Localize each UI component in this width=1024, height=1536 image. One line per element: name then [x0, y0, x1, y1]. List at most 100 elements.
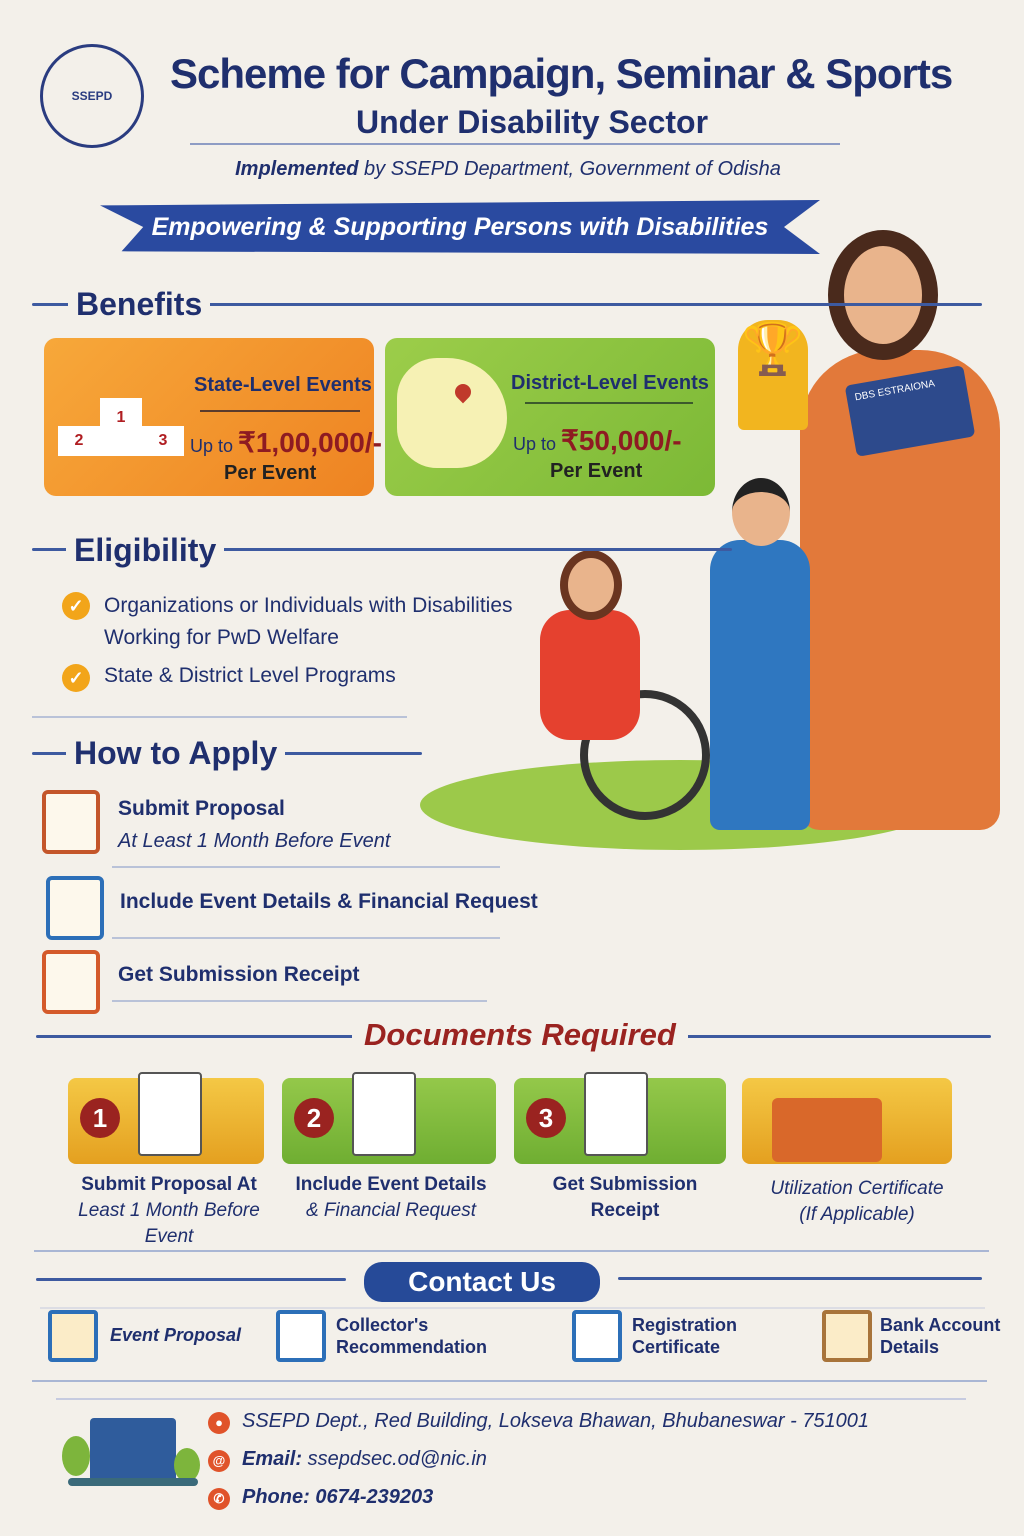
document-pen-icon: [46, 876, 104, 940]
label-line2: (If Applicable): [799, 1204, 915, 1225]
document-label: Get Submission Receipt: [520, 1172, 730, 1224]
id-card-text: DBS ESTRAIONA: [853, 378, 936, 404]
podium-3: 3: [142, 426, 184, 456]
divider: [112, 1000, 487, 1002]
divider: [56, 1398, 966, 1400]
contact-item: Registration Certificate: [632, 1315, 738, 1357]
divider: [36, 1278, 346, 1281]
divider: [32, 303, 982, 306]
how-to-apply-heading: How to Apply: [66, 735, 286, 772]
label-line1: Utilization Certificate: [770, 1178, 944, 1199]
label-line2: & Financial Request: [305, 1200, 477, 1221]
document-item-4: [742, 1078, 952, 1164]
benefit-card-state: 2 1 3 State-Level Events Up to ₹1,00,000…: [44, 338, 382, 496]
tree-icon: [174, 1448, 200, 1482]
eligibility-heading: Eligibility: [66, 532, 225, 569]
email: Email: ssepdsec.od@nic.in: [242, 1448, 487, 1471]
phone-number[interactable]: 0674-239203: [315, 1486, 434, 1508]
amount-value: ₹50,000/-: [561, 425, 682, 456]
divider: [32, 716, 407, 718]
receipt-icon: [42, 950, 100, 1014]
amount-value: ₹1,00,000/-: [238, 427, 382, 458]
email-label: Email:: [242, 1448, 303, 1470]
documents-heading: Documents Required: [352, 1017, 688, 1053]
divider: [34, 1250, 989, 1252]
number-badge: 2: [294, 1098, 334, 1138]
contact-heading: Contact Us: [364, 1262, 600, 1302]
benefits-heading: Benefits: [68, 286, 211, 323]
email-link[interactable]: ssepdsec.od@nic.in: [307, 1448, 487, 1470]
page-subtitle: Under Disability Sector: [355, 104, 709, 140]
implemented-rest: by SSEPD Department, Government of Odish…: [358, 158, 781, 180]
receipt-icon: [584, 1072, 648, 1156]
document-item-2: 2: [282, 1072, 496, 1164]
collector-recommendation-icon: [276, 1310, 326, 1362]
logo-seal: SSEPD: [40, 44, 144, 148]
email-icon: @: [208, 1450, 230, 1472]
check-icon: ✓: [62, 664, 90, 692]
contact-item: Bank Account Details: [880, 1315, 1001, 1357]
benefit-card-district: District-Level Events Up to ₹50,000/- Pe…: [385, 338, 715, 496]
eligibility-item: State & District Level Programs: [104, 664, 396, 687]
divider: [200, 410, 360, 412]
per-event: Per Event: [550, 460, 643, 482]
woman-head: [828, 230, 938, 360]
wheelchair-icon: [580, 690, 710, 820]
step-title: Submit Proposal: [118, 797, 285, 820]
podium-2: 2: [58, 426, 100, 456]
step-title: Include Event Details & Financial Reques…: [120, 890, 538, 913]
divider: [32, 1380, 987, 1382]
man-head: [732, 478, 790, 546]
divider: [32, 548, 732, 551]
contact-item: Event Proposal: [110, 1325, 242, 1345]
divider: [190, 143, 840, 145]
label-line1: Submit Proposal At: [81, 1174, 257, 1195]
girl-head: [560, 550, 622, 620]
page-title: Scheme for Campaign, Seminar & Sports: [170, 50, 953, 97]
podium-1: 1: [100, 398, 142, 456]
clipboard-icon: [42, 790, 100, 854]
upto-label: Up to: [190, 436, 239, 456]
per-event: Per Event: [224, 462, 317, 484]
building-icon: [90, 1418, 176, 1482]
document-icon: [352, 1072, 416, 1156]
upto-label: Up to: [513, 434, 562, 454]
check-icon: ✓: [62, 592, 90, 620]
label-line1: Include Event Details: [295, 1174, 487, 1195]
phone-label: Phone:: [242, 1486, 310, 1508]
divider: [112, 937, 500, 939]
label-line1: Get Submission Receipt: [552, 1174, 698, 1221]
registration-certificate-icon: [572, 1310, 622, 1362]
document-label: Include Event Details & Financial Request: [286, 1172, 496, 1224]
location-icon: ●: [208, 1412, 230, 1434]
phone-icon: ✆: [208, 1488, 230, 1510]
phone: Phone: 0674-239203: [242, 1486, 433, 1509]
trophy-icon: 🏆: [738, 320, 808, 430]
man-figure: [710, 540, 810, 830]
card-amount: Up to ₹50,000/-: [513, 424, 682, 457]
bank-account-icon: [822, 1310, 872, 1362]
event-proposal-icon: [48, 1310, 98, 1362]
document-item-3: 3: [514, 1072, 726, 1164]
podium-trophy-icon: 2 1 3: [58, 398, 184, 458]
document-item-1: 1: [68, 1072, 264, 1164]
divider: [525, 402, 693, 404]
card-title: State-Level Events: [194, 374, 372, 396]
divider: [618, 1277, 982, 1280]
tagline-banner: Empowering & Supporting Persons with Dis…: [100, 200, 820, 254]
girl-figure: [540, 610, 640, 740]
folder-icon: [772, 1098, 882, 1162]
logo-text: SSEPD: [71, 89, 113, 103]
odisha-map-icon: [397, 358, 507, 468]
implemented-by: Implemented by SSEPD Department, Governm…: [0, 158, 1016, 181]
document-label: Utilization Certificate (If Applicable): [752, 1176, 962, 1228]
clipboard-icon: [138, 1072, 202, 1156]
step-title: Get Submission Receipt: [118, 963, 360, 986]
card-amount: Up to ₹1,00,000/-: [190, 426, 382, 459]
number-badge: 3: [526, 1098, 566, 1138]
divider: [112, 866, 500, 868]
number-badge: 1: [80, 1098, 120, 1138]
ground: [68, 1478, 198, 1486]
tree-icon: [62, 1436, 90, 1476]
document-label: Submit Proposal At Least 1 Month Before E…: [64, 1172, 274, 1250]
